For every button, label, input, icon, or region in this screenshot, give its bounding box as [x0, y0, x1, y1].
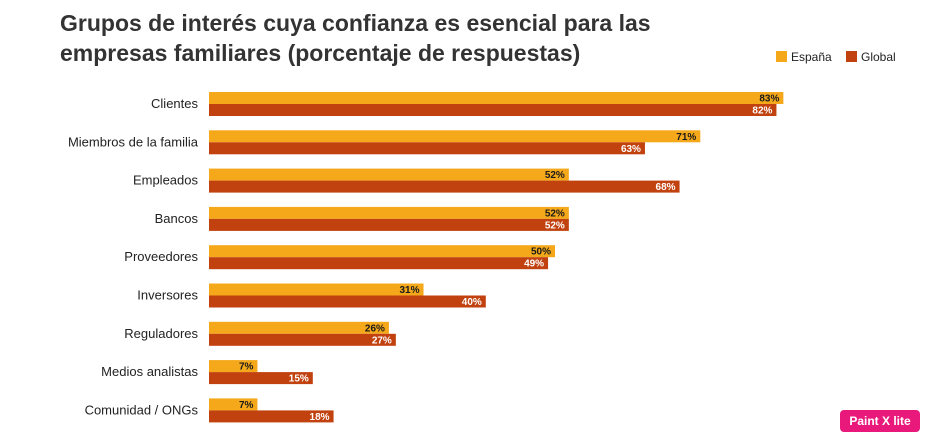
data-label: 52%: [545, 220, 565, 231]
bar-espana: [209, 398, 258, 411]
legend-swatch: [846, 51, 857, 62]
bar-global: [209, 257, 549, 270]
bar-espana: [209, 360, 258, 373]
bar-global: [209, 295, 486, 308]
category-label: Empleados: [133, 173, 199, 188]
category-label: Clientes: [151, 96, 198, 111]
data-label: 7%: [239, 362, 254, 373]
category-label: Proveedores: [124, 249, 198, 264]
data-label: 18%: [310, 412, 330, 423]
bar-global: [209, 410, 334, 423]
category-label: Miembros de la familia: [68, 134, 199, 149]
data-label: 26%: [365, 323, 385, 334]
data-label: 50%: [531, 247, 551, 258]
data-label: 7%: [239, 400, 254, 411]
data-label: 63%: [621, 144, 641, 155]
bar-espana: [209, 206, 569, 219]
bar-espana: [209, 92, 784, 104]
bar-espana: [209, 130, 701, 143]
data-label: 52%: [545, 208, 565, 219]
bar-espana: [209, 245, 555, 258]
data-label: 83%: [759, 94, 779, 105]
category-label: Comunidad / ONGs: [85, 402, 199, 417]
category-label: Medios analistas: [101, 364, 198, 379]
bar-global: [209, 142, 645, 155]
bar-espana: [209, 168, 569, 181]
bar-espana: [209, 283, 424, 296]
data-label: 71%: [676, 132, 696, 143]
data-label: 40%: [462, 297, 482, 308]
category-label: Reguladores: [124, 326, 198, 341]
bar-global: [209, 372, 313, 385]
data-label: 52%: [545, 170, 565, 181]
data-label: 82%: [752, 106, 772, 117]
bar-espana: [209, 321, 389, 334]
bar-global: [209, 333, 396, 346]
data-label: 68%: [656, 182, 676, 193]
paint-x-lite-watermark: Paint X lite: [840, 410, 920, 432]
bar-global: [209, 218, 569, 231]
category-label: Bancos: [155, 211, 199, 226]
category-label: Inversores: [137, 288, 198, 303]
legend-swatch: [776, 51, 787, 62]
data-label: 49%: [524, 259, 544, 270]
chart-title: Grupos de interés cuya confianza es esen…: [60, 10, 651, 66]
legend-label: España: [791, 50, 832, 64]
bar-global: [209, 104, 777, 116]
data-label: 31%: [400, 285, 420, 296]
data-label: 27%: [372, 335, 392, 346]
bar-global: [209, 180, 680, 193]
data-label: 15%: [289, 374, 309, 385]
legend-label: Global: [861, 50, 896, 64]
